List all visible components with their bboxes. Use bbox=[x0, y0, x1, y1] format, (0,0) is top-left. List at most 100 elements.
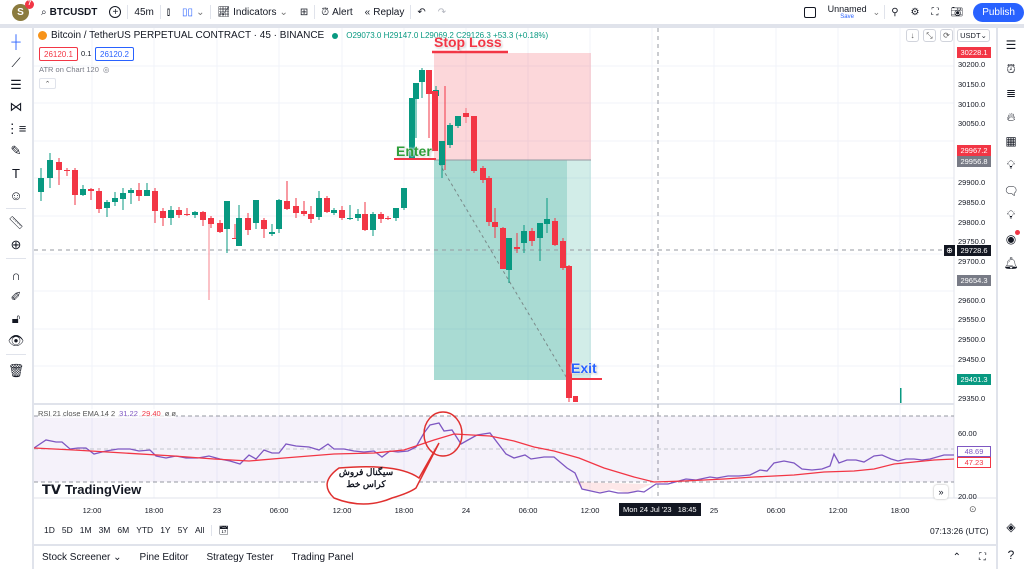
magnet-icon[interactable]: ∩ bbox=[11, 267, 21, 283]
streams-icon[interactable]: 💡︎ bbox=[1006, 207, 1016, 222]
time-tick: 06:00 bbox=[269, 506, 289, 515]
chart-canvas[interactable] bbox=[34, 28, 996, 544]
broadcast-icon[interactable]: ◉ bbox=[1002, 230, 1020, 248]
fullscreen-button[interactable]: ⛶ bbox=[925, 0, 944, 24]
divider bbox=[6, 208, 26, 209]
maximize-panel-icon[interactable]: ⛶ bbox=[979, 552, 986, 563]
snapshot-button[interactable]: 📷︎ bbox=[944, 0, 969, 24]
crosshair-icon[interactable]: ┼ bbox=[11, 33, 21, 49]
range-1y[interactable]: 1Y bbox=[160, 525, 171, 535]
brush-icon[interactable]: ✎ bbox=[10, 143, 22, 158]
chart-pane[interactable]: Bitcoin / TetherUS PERPETUAL CONTRACT · … bbox=[34, 28, 996, 544]
goto-date-icon[interactable]: 📅︎ bbox=[211, 525, 229, 536]
watchlist-icon[interactable]: ☰ bbox=[1005, 38, 1017, 52]
buy-price-button[interactable]: 26120.2 bbox=[95, 47, 134, 61]
range-3m[interactable]: 3M bbox=[98, 525, 111, 535]
trendline-icon[interactable]: ⟋ bbox=[11, 55, 21, 70]
tab-trading-panel[interactable]: Trading Panel bbox=[291, 552, 354, 563]
alarm-clock-icon[interactable]: ⏰︎ bbox=[1006, 61, 1016, 76]
hotlist-icon[interactable]: 🔥︎ bbox=[1006, 109, 1016, 124]
divider bbox=[6, 354, 26, 355]
tab-stock-screener[interactable]: Stock Screener ⌄ bbox=[42, 552, 122, 563]
enter-label: Enter bbox=[396, 143, 432, 159]
entry-price-tag-gray: 29956.8 bbox=[957, 156, 991, 167]
price-tick: 29750.0 bbox=[958, 237, 986, 246]
range-1m[interactable]: 1M bbox=[79, 525, 92, 535]
range-all[interactable]: All bbox=[195, 525, 205, 535]
pattern-icon[interactable]: ⋈ bbox=[9, 99, 23, 114]
range-5y[interactable]: 5Y bbox=[177, 525, 188, 535]
collapse-legend-button[interactable]: ⌃ bbox=[39, 78, 56, 89]
ruler-icon[interactable]: 📏︎ bbox=[7, 215, 25, 230]
calendar-icon[interactable]: ▦ bbox=[1005, 134, 1017, 148]
chevron-down-icon: ⌄ bbox=[279, 6, 288, 18]
ideas-icon[interactable]: 💡︎ bbox=[1006, 157, 1016, 172]
emoji-icon[interactable]: ☺ bbox=[9, 187, 23, 203]
compare-button[interactable]: + bbox=[103, 0, 127, 24]
scroll-right-button[interactable]: » bbox=[934, 485, 948, 499]
layout-button[interactable] bbox=[798, 0, 822, 24]
chat-icon[interactable]: 🗨︎ bbox=[1003, 184, 1019, 198]
bar-style-button[interactable]: ⫾ bbox=[161, 0, 176, 24]
time-tick: 06:00 bbox=[518, 506, 538, 515]
settings-circle-icon[interactable]: ⊙ bbox=[969, 504, 977, 514]
text-icon[interactable]: T bbox=[12, 165, 20, 181]
help-icon[interactable]: ? bbox=[1007, 548, 1015, 562]
atr-indicator-legend[interactable]: ATR on Chart 120 ◎ bbox=[39, 65, 110, 74]
save-link[interactable]: Save bbox=[840, 13, 854, 20]
eye-hidden-icon[interactable]: ◎ bbox=[102, 65, 110, 74]
trash-icon[interactable]: 🗑︎ bbox=[7, 363, 25, 378]
redo-button[interactable]: ↷ bbox=[432, 0, 452, 24]
range-6m[interactable]: 6M bbox=[117, 525, 130, 535]
publish-button[interactable]: Publish bbox=[973, 2, 1024, 22]
fib-lines-icon[interactable]: ☰ bbox=[10, 77, 22, 92]
eye-icon[interactable]: 👁︎ bbox=[7, 333, 25, 348]
range-5d[interactable]: 5D bbox=[61, 525, 73, 535]
reset-button[interactable]: ⟳ bbox=[940, 29, 953, 42]
rsi-legend[interactable]: RSI 21 close EMA 14 2 31.22 29.40 ø ø bbox=[38, 409, 176, 418]
symbol-search[interactable]: ⌕ BTCUSDT bbox=[35, 0, 103, 24]
notifications-bell-icon[interactable]: 🔔︎ bbox=[1003, 256, 1019, 270]
sell-price-button[interactable]: 26120.1 bbox=[39, 47, 78, 61]
tab-pine-editor[interactable]: Pine Editor bbox=[139, 552, 189, 563]
quick-search-button[interactable]: ⚲ bbox=[885, 0, 904, 24]
layout-name-menu[interactable]: Unnamed Save bbox=[822, 0, 873, 24]
layers-icon[interactable]: ◈ bbox=[1006, 520, 1016, 534]
scroll-down-button[interactable]: ↓ bbox=[906, 29, 919, 42]
alert-button[interactable]: ⏰︎ Alert bbox=[315, 0, 358, 24]
gear-icon: ⚙ bbox=[910, 6, 920, 18]
range-ytd[interactable]: YTD bbox=[136, 525, 154, 535]
time-tick: 12:00 bbox=[580, 506, 600, 515]
replay-button[interactable]: «Replay bbox=[359, 0, 411, 24]
price-tick: 29450.0 bbox=[958, 355, 986, 364]
candle-style-button[interactable]: ▯▯ ⌄ bbox=[176, 0, 210, 24]
object-tree-icon[interactable]: ≣ bbox=[1005, 86, 1017, 100]
lock-drawing-icon[interactable]: ✐ bbox=[10, 289, 22, 304]
double-chevron-right-icon: » bbox=[938, 487, 944, 497]
sell-signal-callout: سیگنال فروش کراس خط bbox=[338, 467, 394, 489]
chevron-up-icon[interactable]: ⌃ bbox=[952, 552, 961, 563]
templates-button[interactable]: ⊞ bbox=[294, 0, 314, 24]
symbol-title[interactable]: Bitcoin / TetherUS PERPETUAL CONTRACT · … bbox=[51, 30, 325, 41]
interval-button[interactable]: 45m bbox=[134, 6, 154, 18]
price-tick: 30050.0 bbox=[958, 119, 986, 128]
utc-clock[interactable]: 07:13:26 (UTC) bbox=[930, 526, 989, 536]
forecast-icon[interactable]: ⋮≡ bbox=[5, 121, 27, 136]
add-alert-plus-icon[interactable]: ⊕ bbox=[944, 245, 955, 256]
null-icon: ø ø bbox=[164, 409, 176, 418]
stop-loss-price-tag: 30228.1 bbox=[957, 47, 991, 58]
indicators-label: Indicators bbox=[233, 6, 277, 18]
chevron-down-icon[interactable]: ⌄ bbox=[872, 6, 881, 17]
settings-button[interactable]: ⚙ bbox=[905, 0, 926, 24]
date-range-bar: 1D 5D 1M 3M 6M YTD 1Y 5Y All 📅︎ bbox=[44, 525, 229, 536]
currency-select[interactable]: USDT ⌄ bbox=[957, 29, 990, 42]
indicators-button[interactable]: 📈︎ Indicators ⌄ bbox=[211, 0, 293, 24]
undo-button[interactable]: ↶ bbox=[411, 0, 431, 24]
lock-icon[interactable]: 🔓︎ bbox=[11, 311, 21, 326]
zoom-in-icon[interactable]: ⊕ bbox=[10, 237, 22, 252]
collapse-button[interactable]: ⤡ bbox=[923, 29, 936, 42]
tab-strategy-tester[interactable]: Strategy Tester bbox=[206, 552, 274, 563]
range-1d[interactable]: 1D bbox=[44, 525, 55, 535]
